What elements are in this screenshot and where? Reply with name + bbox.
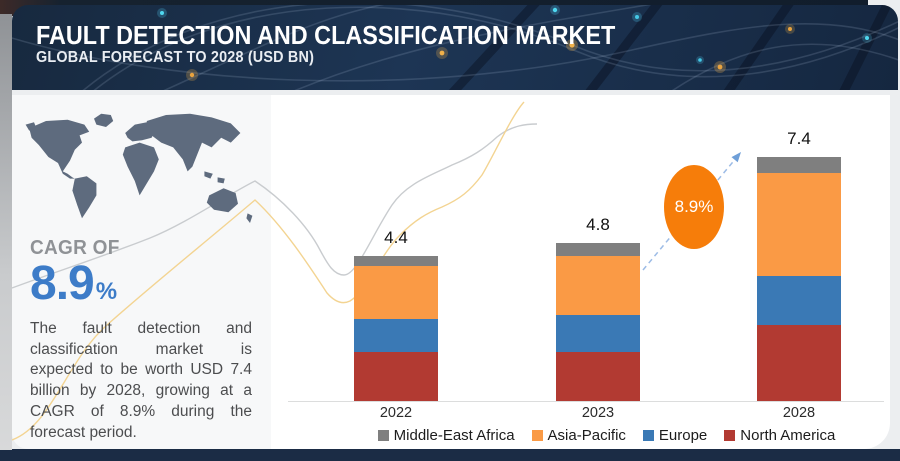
bar-segment-north-america [757, 325, 841, 401]
summary-sidebar: CAGR OF 8.9 % The fault detection and cl… [12, 95, 271, 449]
legend-swatch-north-america [724, 430, 736, 441]
legend-label: Europe [658, 427, 708, 444]
cagr-label: CAGR OF [30, 237, 120, 259]
market-summary-text: The fault detection and classification m… [30, 320, 252, 441]
chart-panel: 4.4 2022 4.8 2023 7.4 2028 8.9% Middle-East A… [271, 95, 890, 449]
bar-segment-asia-pacific [556, 255, 640, 316]
cagr-badge-label: 8.9% [674, 197, 714, 216]
bar-segment-europe [757, 275, 841, 326]
stacked-bar-chart: 4.4 2022 4.8 2023 7.4 2028 [271, 95, 890, 449]
legend-item-europe: Europe [642, 427, 708, 444]
bottom-navy-strip [0, 449, 900, 461]
legend-item-middle-east-africa: Middle-East Africa [377, 427, 515, 444]
legend-item-asia-pacific: Asia-Pacific [531, 427, 626, 444]
cagr-number: 8.9 [30, 257, 95, 310]
bar-segment-europe [354, 318, 438, 352]
bar-segment-middle-east-africa [354, 255, 438, 266]
bar-segment-asia-pacific [757, 173, 841, 276]
legend-swatch-europe [642, 430, 654, 441]
legend-label: North America [740, 427, 836, 444]
page-title: FAULT DETECTION AND CLASSIFICATION MARKE… [36, 20, 616, 50]
bar-total-label: 4.8 [586, 214, 610, 234]
cagr-value: 8.9 % [30, 260, 124, 308]
header-banner: FAULT DETECTION AND CLASSIFICATION MARKE… [12, 5, 898, 90]
bar-segment-north-america [556, 351, 640, 401]
legend-swatch-asia-pacific [531, 430, 543, 441]
x-axis-label-2022: 2022 [379, 405, 413, 421]
bar-total-label: 4.4 [384, 227, 408, 247]
x-axis-line [288, 401, 884, 402]
world-map-illustration [22, 107, 262, 237]
x-axis-label-2028: 2028 [782, 405, 816, 421]
legend-label: Asia-Pacific [547, 427, 626, 444]
bar-segment-asia-pacific [354, 265, 438, 319]
chart-legend: Middle-East Africa Asia-Pacific Europe Nort… [271, 427, 890, 444]
bar-segment-europe [556, 315, 640, 352]
cagr-badge: 8.9% [664, 165, 724, 249]
page-subtitle: GLOBAL FORECAST TO 2028 (USD BN) [36, 49, 315, 67]
network-texture-decoration [12, 5, 898, 90]
bar-segment-middle-east-africa [757, 156, 841, 174]
legend-label: Middle-East Africa [393, 427, 515, 444]
x-axis-label-2023: 2023 [581, 405, 615, 421]
bar-total-label: 7.4 [787, 128, 811, 148]
bar-segment-middle-east-africa [556, 242, 640, 256]
cagr-percent-sign: % [95, 278, 118, 305]
legend-swatch-middle-east-africa [377, 430, 389, 441]
legend-item-north-america: North America [724, 427, 835, 444]
left-edge-strip [0, 14, 12, 450]
bar-segment-north-america [354, 351, 438, 401]
